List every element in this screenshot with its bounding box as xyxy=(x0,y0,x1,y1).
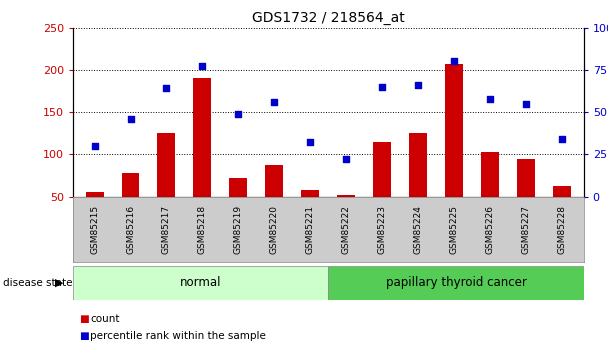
Point xyxy=(162,86,171,91)
Text: GSM85218: GSM85218 xyxy=(198,205,207,254)
Bar xyxy=(445,64,463,239)
Point xyxy=(233,111,243,117)
Bar xyxy=(373,142,392,239)
Text: GSM85222: GSM85222 xyxy=(342,205,351,254)
Text: GSM85220: GSM85220 xyxy=(270,205,279,254)
Text: GSM85223: GSM85223 xyxy=(378,205,387,254)
Text: GSM85217: GSM85217 xyxy=(162,205,171,254)
FancyBboxPatch shape xyxy=(73,266,328,300)
Text: papillary thyroid cancer: papillary thyroid cancer xyxy=(385,276,527,289)
Text: ▶: ▶ xyxy=(55,278,64,288)
Title: GDS1732 / 218564_at: GDS1732 / 218564_at xyxy=(252,11,405,25)
Text: GSM85226: GSM85226 xyxy=(486,205,495,254)
Text: GSM85216: GSM85216 xyxy=(126,205,135,254)
Bar xyxy=(157,133,176,239)
Bar xyxy=(265,165,283,239)
Bar xyxy=(409,133,427,239)
Bar xyxy=(337,195,355,239)
Bar xyxy=(481,152,499,239)
Point xyxy=(558,136,567,142)
Bar xyxy=(193,78,212,239)
FancyBboxPatch shape xyxy=(328,266,584,300)
Point xyxy=(485,97,495,102)
Text: GSM85219: GSM85219 xyxy=(234,205,243,254)
Point xyxy=(521,101,531,106)
Point xyxy=(305,139,315,145)
Text: count: count xyxy=(90,314,120,324)
Bar xyxy=(553,186,571,239)
Text: GSM85225: GSM85225 xyxy=(450,205,458,254)
Point xyxy=(413,82,423,88)
Bar xyxy=(86,193,103,239)
Text: disease state: disease state xyxy=(3,278,76,288)
Point xyxy=(449,59,459,64)
Bar xyxy=(302,190,319,239)
Point xyxy=(198,64,207,69)
Text: GSM85224: GSM85224 xyxy=(413,205,423,254)
Text: GSM85215: GSM85215 xyxy=(90,205,99,254)
Text: GSM85221: GSM85221 xyxy=(306,205,315,254)
Text: normal: normal xyxy=(180,276,221,289)
Point xyxy=(89,143,99,149)
Text: GSM85227: GSM85227 xyxy=(522,205,531,254)
Point xyxy=(378,84,387,90)
Point xyxy=(342,156,351,161)
Point xyxy=(269,99,279,105)
Text: percentile rank within the sample: percentile rank within the sample xyxy=(90,332,266,341)
Text: ■: ■ xyxy=(79,314,89,324)
Bar xyxy=(122,173,139,239)
Bar xyxy=(517,159,535,239)
Text: ■: ■ xyxy=(79,332,89,341)
Bar xyxy=(229,178,247,239)
Text: GSM85228: GSM85228 xyxy=(558,205,567,254)
Point xyxy=(126,116,136,122)
